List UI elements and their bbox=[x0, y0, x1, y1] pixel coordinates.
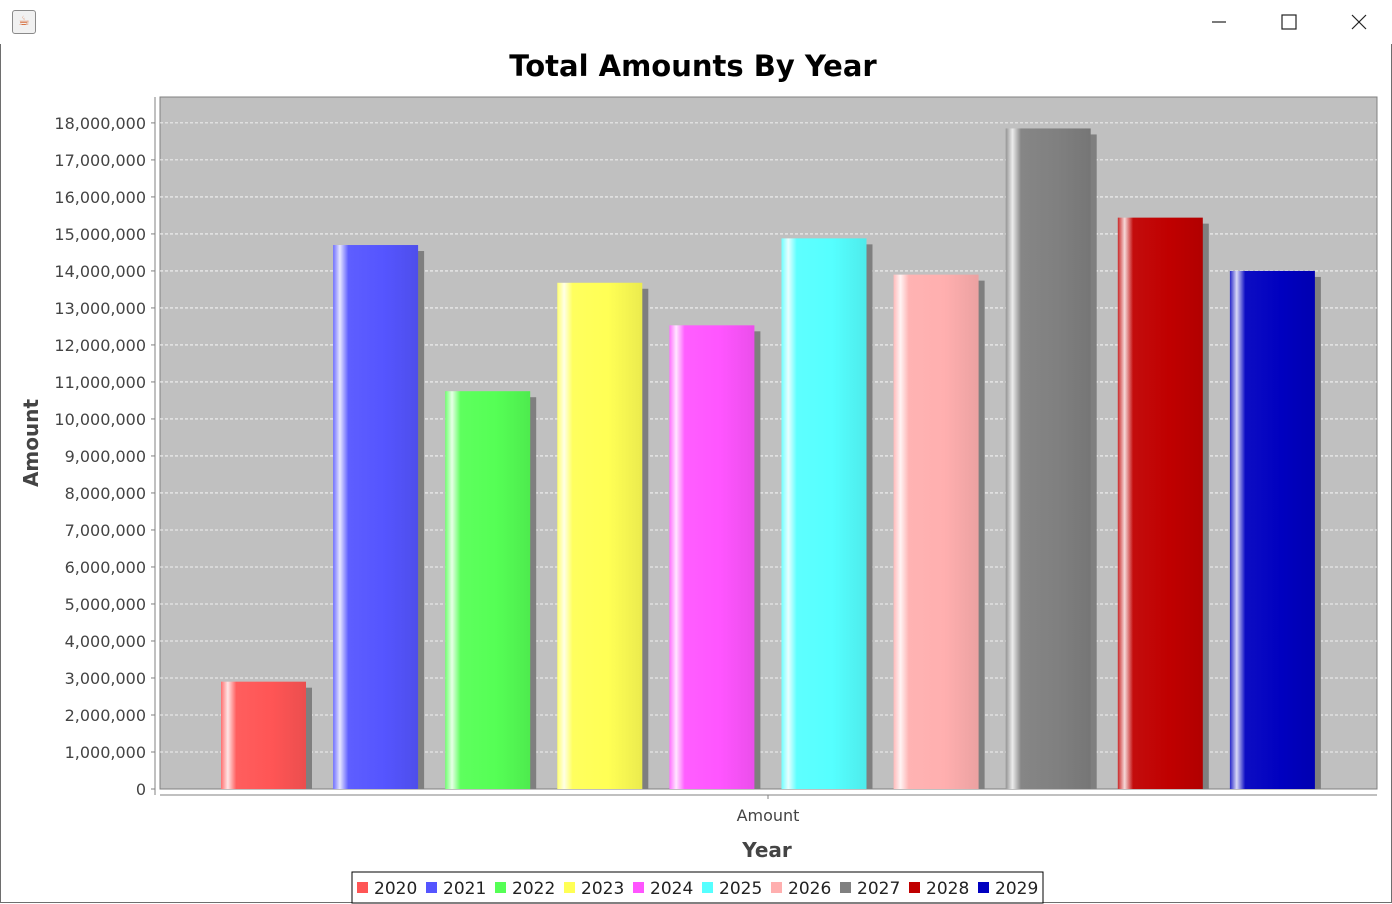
legend-swatch bbox=[495, 882, 506, 893]
y-tick-label: 11,000,000 bbox=[54, 373, 146, 392]
maximize-button[interactable] bbox=[1254, 0, 1324, 44]
y-tick-label: 2,000,000 bbox=[65, 706, 146, 725]
bars bbox=[221, 128, 1321, 790]
y-tick-label: 8,000,000 bbox=[65, 484, 146, 503]
legend-label: 2029 bbox=[995, 879, 1038, 899]
bar-2029 bbox=[1229, 270, 1315, 789]
legend: 2020 2021 2022 2023 2024 2025 2026 2027 2028 2029 bbox=[357, 879, 1038, 899]
legend-swatch bbox=[840, 882, 851, 893]
legend-label: 2024 bbox=[650, 879, 693, 899]
y-tick-label: 17,000,000 bbox=[54, 151, 146, 170]
y-tick-label: 7,000,000 bbox=[65, 521, 146, 540]
maximize-icon bbox=[1281, 14, 1297, 30]
bar-2023 bbox=[557, 282, 643, 789]
y-tick-label: 18,000,000 bbox=[54, 114, 146, 133]
x-category-label: Amount bbox=[737, 806, 800, 825]
minimize-icon bbox=[1212, 21, 1226, 23]
legend-swatch bbox=[564, 882, 575, 893]
y-tick-label: 12,000,000 bbox=[54, 336, 146, 355]
close-button[interactable] bbox=[1322, 0, 1392, 44]
y-tick-label: 6,000,000 bbox=[65, 558, 146, 577]
bar-2021 bbox=[333, 245, 419, 790]
legend-swatch bbox=[633, 882, 644, 893]
bar-2028 bbox=[1117, 217, 1203, 789]
legend-swatch bbox=[909, 882, 920, 893]
legend-label: 2020 bbox=[374, 879, 417, 899]
legend-label: 2021 bbox=[443, 879, 486, 899]
legend-swatch bbox=[702, 882, 713, 893]
y-tick-label: 0 bbox=[136, 780, 146, 799]
legend-label: 2023 bbox=[581, 879, 624, 899]
y-tick-label: 1,000,000 bbox=[65, 743, 146, 762]
bar-2025 bbox=[781, 238, 867, 790]
legend-swatch bbox=[357, 882, 368, 893]
bar-2020 bbox=[221, 681, 306, 789]
y-tick-label: 5,000,000 bbox=[65, 595, 146, 614]
y-tick-label: 4,000,000 bbox=[65, 632, 146, 651]
title-bar: ☕ bbox=[0, 0, 1392, 44]
y-tick-label: 9,000,000 bbox=[65, 447, 146, 466]
legend-swatch bbox=[771, 882, 782, 893]
x-axis-title: Year bbox=[741, 838, 792, 862]
y-tick-label: 13,000,000 bbox=[54, 299, 146, 318]
legend-label: 2026 bbox=[788, 879, 831, 899]
y-tick-label: 10,000,000 bbox=[54, 410, 146, 429]
y-tick-label: 3,000,000 bbox=[65, 669, 146, 688]
close-icon bbox=[1351, 14, 1367, 30]
y-tick-label: 14,000,000 bbox=[54, 262, 146, 281]
legend-label: 2022 bbox=[512, 879, 555, 899]
minimize-button[interactable] bbox=[1184, 0, 1254, 44]
legend-label: 2025 bbox=[719, 879, 762, 899]
y-tick-label: 15,000,000 bbox=[54, 225, 146, 244]
legend-swatch bbox=[426, 882, 437, 893]
legend-swatch bbox=[978, 882, 989, 893]
bar-2024 bbox=[669, 325, 755, 789]
y-axis-ticks: 0 1,000,000 2,000,000 3,000,000 4,000,000 5,0… bbox=[54, 114, 155, 799]
legend-box bbox=[351, 871, 1044, 904]
bar-2027 bbox=[1005, 128, 1091, 790]
y-tick-label: 16,000,000 bbox=[54, 188, 146, 207]
chart-title: Total Amounts By Year bbox=[509, 49, 877, 83]
bar-2022 bbox=[445, 391, 531, 789]
java-cup-icon[interactable]: ☕ bbox=[12, 10, 36, 34]
legend-label: 2028 bbox=[926, 879, 969, 899]
y-axis-title: Amount bbox=[19, 399, 43, 488]
legend-label: 2027 bbox=[857, 879, 900, 899]
bar-2026 bbox=[893, 274, 979, 789]
